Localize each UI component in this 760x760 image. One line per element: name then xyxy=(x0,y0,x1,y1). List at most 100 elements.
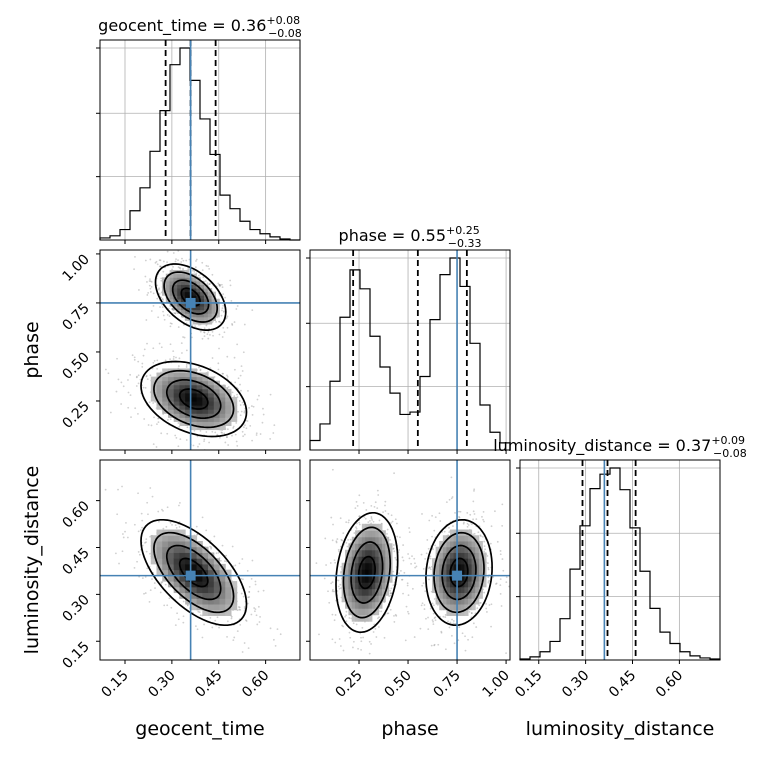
hist-step-geocent_time xyxy=(99,47,300,241)
sample-point xyxy=(177,259,179,262)
sample-point xyxy=(387,612,390,615)
sample-point xyxy=(502,569,505,572)
density-cell xyxy=(169,284,174,289)
sample-point xyxy=(211,626,214,629)
sample-point xyxy=(467,524,470,526)
sample-point xyxy=(389,539,391,541)
density-cell xyxy=(375,569,380,577)
sample-point xyxy=(217,362,220,365)
density-cell xyxy=(478,563,483,571)
sample-point xyxy=(178,425,181,428)
sample-point xyxy=(339,645,342,647)
density-cell xyxy=(190,413,198,418)
sample-point xyxy=(401,556,404,559)
sample-point xyxy=(241,651,244,653)
sample-point xyxy=(470,612,473,615)
density-cell xyxy=(378,562,383,570)
density-cell xyxy=(185,401,192,406)
sample-point xyxy=(345,521,348,524)
sample-point xyxy=(413,557,416,560)
density-cell xyxy=(348,608,353,616)
density-cell xyxy=(378,523,383,531)
density-cell xyxy=(378,588,383,596)
density-cell xyxy=(361,530,366,538)
density-cell xyxy=(358,595,363,603)
density-cell xyxy=(439,598,444,605)
sample-point xyxy=(226,386,228,389)
sample-point xyxy=(488,604,491,606)
sample-point xyxy=(147,424,150,426)
sample-point xyxy=(178,504,180,507)
sample-point xyxy=(247,596,250,599)
density-cell xyxy=(225,388,232,394)
sample-point xyxy=(198,274,200,277)
density-cell xyxy=(167,388,175,394)
sample-point xyxy=(127,391,130,394)
density-cell xyxy=(162,380,169,386)
sample-point xyxy=(218,333,221,336)
sample-point xyxy=(484,548,487,551)
sample-point xyxy=(186,426,189,429)
sample-point xyxy=(216,616,219,619)
sample-point xyxy=(331,539,334,542)
sample-point xyxy=(405,605,408,608)
sample-point xyxy=(223,311,225,313)
density-cell xyxy=(184,291,190,296)
sample-point xyxy=(148,401,151,404)
sample-point xyxy=(201,636,204,639)
density-cell xyxy=(358,608,363,616)
density-cell xyxy=(478,592,483,599)
sample-point xyxy=(144,275,147,278)
sample-point xyxy=(475,626,478,628)
sample-point xyxy=(195,258,198,261)
sample-point xyxy=(331,638,334,641)
sample-point xyxy=(199,614,202,617)
sample-point xyxy=(342,532,345,535)
panel-inner xyxy=(310,460,510,660)
sample-point xyxy=(431,514,434,517)
density-cell xyxy=(213,592,221,599)
density-cell xyxy=(179,586,186,594)
density-cell xyxy=(365,608,370,616)
sample-point xyxy=(226,375,229,378)
sample-point xyxy=(323,577,326,580)
density-cell xyxy=(181,309,186,314)
density-cell xyxy=(185,563,192,571)
sample-point xyxy=(162,527,165,530)
density-cell xyxy=(202,552,209,559)
density-cell xyxy=(368,543,373,551)
density-cell xyxy=(471,569,476,576)
sample-point xyxy=(315,562,318,565)
density-cell xyxy=(457,558,462,565)
sample-point xyxy=(194,625,197,628)
density-cell xyxy=(460,552,465,559)
panel-inner xyxy=(100,250,300,450)
sample-point xyxy=(185,439,188,441)
sample-point xyxy=(246,420,249,422)
sample-point xyxy=(499,553,502,556)
density-cell xyxy=(213,421,221,427)
sample-point xyxy=(209,545,211,548)
sample-point xyxy=(220,431,223,434)
density-cell xyxy=(207,309,213,314)
density-cell xyxy=(361,569,366,577)
ytick-label: 0.75 xyxy=(59,300,92,333)
density-cell xyxy=(185,384,192,390)
sample-point xyxy=(358,521,361,524)
density-cell xyxy=(156,376,163,382)
sample-point xyxy=(398,536,401,539)
sample-point xyxy=(206,282,209,285)
sample-point xyxy=(348,519,350,522)
sample-point xyxy=(349,538,352,541)
density-cell xyxy=(203,316,209,321)
density-cell xyxy=(351,582,356,590)
sample-point xyxy=(342,625,345,628)
density-cell xyxy=(173,273,178,278)
sample-point xyxy=(269,393,272,396)
sample-point xyxy=(150,424,153,427)
sample-point xyxy=(214,431,217,434)
density-cell xyxy=(169,291,174,296)
density-cell xyxy=(475,586,480,594)
density-cell xyxy=(207,313,213,318)
panel-frame xyxy=(99,249,301,451)
